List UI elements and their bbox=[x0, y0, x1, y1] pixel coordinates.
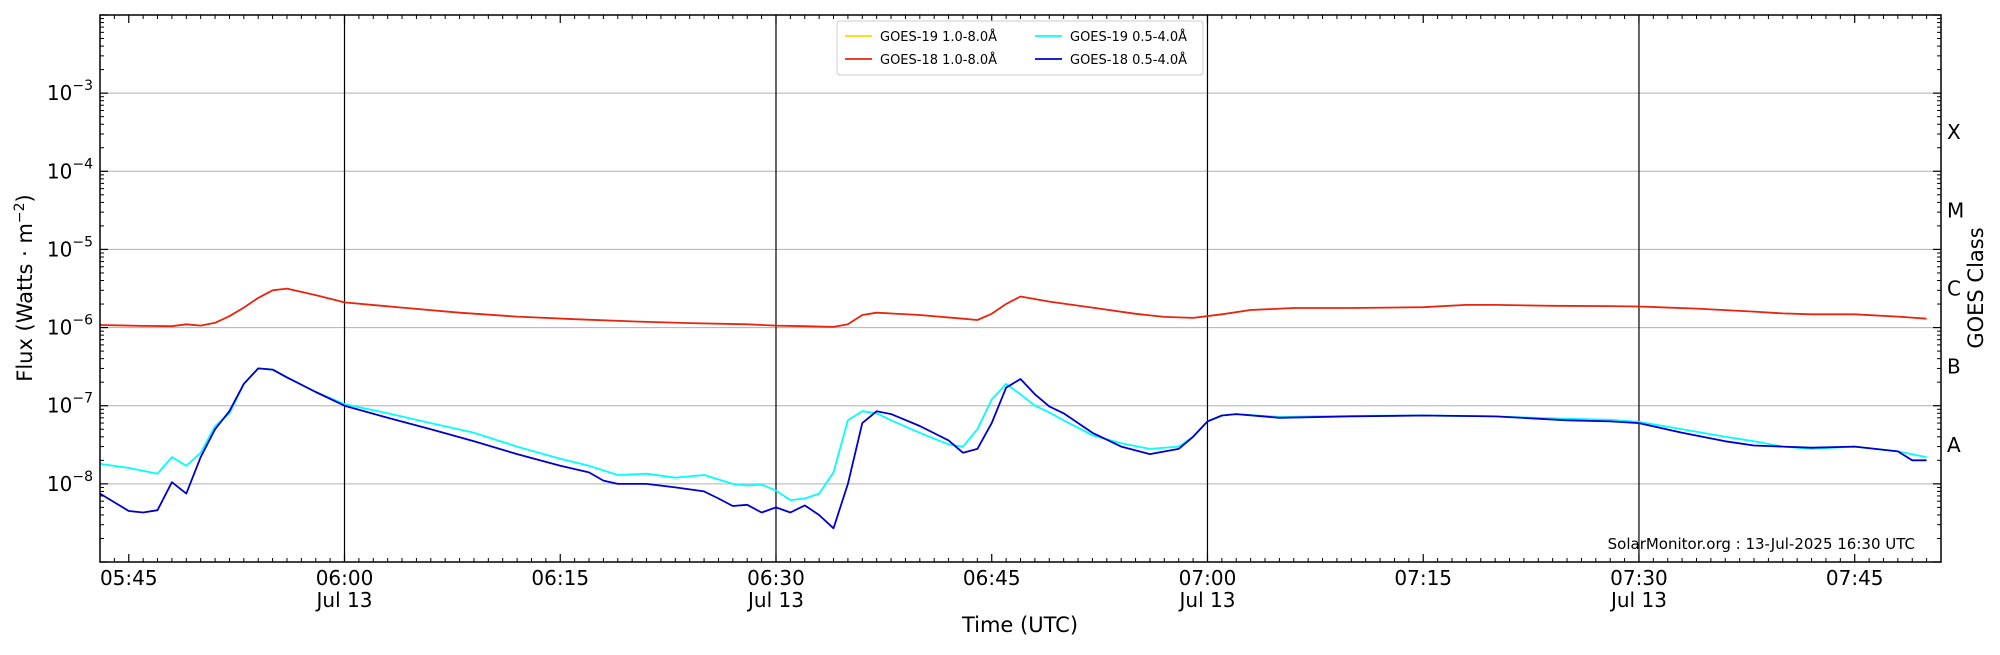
series-line bbox=[99, 367, 1927, 530]
x-tick-label: 07:30 bbox=[1610, 566, 1668, 590]
x-tick-label: 06:30 bbox=[747, 566, 805, 590]
y-tick-exponent: −5 bbox=[72, 234, 93, 250]
y-tick-base: 10 bbox=[47, 394, 72, 418]
y-tick-base: 10 bbox=[47, 237, 72, 261]
y-tick-exponent: −4 bbox=[72, 156, 93, 172]
x-tick-date-label: Jul 13 bbox=[1609, 588, 1667, 612]
day-marker-lines bbox=[343, 15, 1640, 562]
legend-entry-label: GOES-18 1.0-8.0Å bbox=[880, 52, 997, 68]
x-tick-label: 07:15 bbox=[1394, 566, 1452, 590]
y-tick-exponent: −8 bbox=[72, 469, 93, 485]
y-tick-base: 10 bbox=[47, 81, 72, 105]
legend-entry-label: GOES-18 0.5-4.0Å bbox=[1070, 52, 1187, 68]
goes-class-axis-title: GOES Class bbox=[1964, 227, 1988, 348]
legend-entry-label: GOES-19 0.5-4.0Å bbox=[1070, 29, 1187, 45]
x-tick-date-label: Jul 13 bbox=[315, 588, 373, 612]
goes-class-label: C bbox=[1947, 277, 1961, 301]
axis-ticks bbox=[99, 14, 1942, 563]
y-tick-exponent: −6 bbox=[72, 313, 93, 329]
x-axis-title: Time (UTC) bbox=[961, 613, 1078, 637]
grid-lines bbox=[100, 92, 1941, 485]
goes-class-label: A bbox=[1947, 433, 1961, 457]
y-tick-base: 10 bbox=[47, 472, 72, 496]
x-tick-label: 06:00 bbox=[316, 566, 374, 590]
x-tick-label: 07:00 bbox=[1179, 566, 1237, 590]
x-tick-label: 05:45 bbox=[100, 566, 158, 590]
y-tick-exponent: −7 bbox=[72, 391, 93, 407]
y-tick-label: 10−4 bbox=[47, 156, 93, 183]
y-tick-label: 10−3 bbox=[47, 78, 93, 105]
legend: GOES-19 1.0-8.0Å GOES-18 1.0-8.0Å GOES-19 … bbox=[836, 20, 1204, 76]
legend-box bbox=[836, 20, 1204, 76]
x-tick-label: 06:45 bbox=[963, 566, 1021, 590]
y-axis-title-close: ) bbox=[13, 194, 37, 202]
goes-class-label: M bbox=[1947, 198, 1964, 222]
y-tick-exponent: −3 bbox=[72, 78, 93, 94]
plot-frame bbox=[99, 14, 1942, 563]
series-line bbox=[99, 287, 1927, 328]
legend-entry-label: GOES-19 1.0-8.0Å bbox=[880, 29, 997, 45]
y-tick-base: 10 bbox=[47, 316, 72, 340]
y-tick-label: 10−6 bbox=[47, 313, 93, 340]
goes-class-label: X bbox=[1947, 120, 1961, 144]
series-line bbox=[99, 367, 1927, 502]
y-tick-base: 10 bbox=[47, 159, 72, 183]
x-tick-label: 06:15 bbox=[531, 566, 589, 590]
x-tick-date-label: Jul 13 bbox=[746, 588, 804, 612]
y-axis-title-main: Flux (Watts · m bbox=[13, 223, 37, 382]
x-tick-date-label: Jul 13 bbox=[1178, 588, 1236, 612]
y-tick-label: 10−5 bbox=[47, 234, 93, 261]
goes-class-label: B bbox=[1947, 355, 1961, 379]
y-tick-label: 10−8 bbox=[47, 469, 93, 496]
y-tick-label: 10−7 bbox=[47, 391, 93, 418]
x-tick-label: 07:45 bbox=[1826, 566, 1884, 590]
series-lines bbox=[99, 287, 1927, 530]
credit-text: SolarMonitor.org : 13-Jul-2025 16:30 UTC bbox=[1608, 535, 1915, 553]
y-axis-title-exponent: −2 bbox=[12, 202, 28, 223]
y-axis-title: Flux (Watts · m−2) bbox=[12, 194, 37, 382]
